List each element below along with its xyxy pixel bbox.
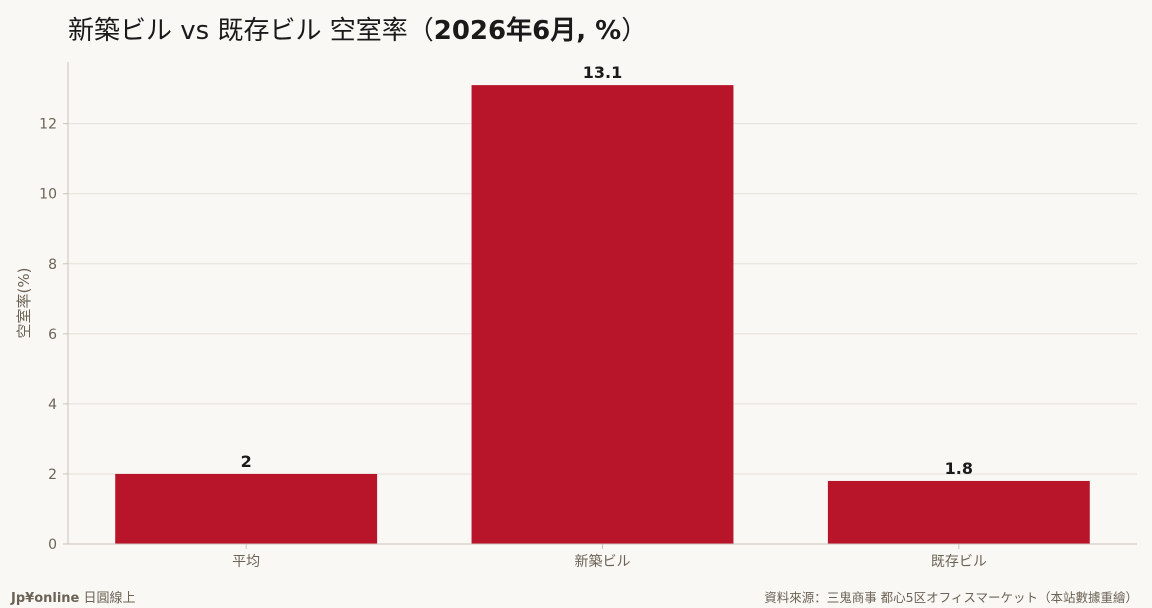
- brand-suffix: 日圓線上: [83, 591, 136, 606]
- bar-chart: 0 2 4 6 8 10 12 平均 新築ビル 既存ビル 空室率(%) 2 13.1 1.8: [15, 62, 1137, 570]
- bar-3: [827, 480, 1090, 544]
- data-label: 2: [241, 452, 252, 471]
- footer-brand: Jp¥online 日圓線上: [11, 587, 136, 606]
- x-tick-label: 平均: [232, 554, 260, 570]
- x-tick-label: 既存ビル: [931, 554, 987, 570]
- data-label: 1.8: [945, 459, 973, 478]
- bar-1: [115, 473, 378, 544]
- chart-title-main: 新築ビル vs 既存ビル 空室率: [68, 16, 408, 46]
- y-tick-label: 8: [48, 257, 57, 273]
- bars: [115, 85, 1090, 544]
- y-tick-label: 2: [48, 467, 57, 483]
- bar-2: [471, 85, 734, 544]
- data-label: 13.1: [583, 63, 622, 82]
- y-tick-label: 0: [48, 537, 57, 553]
- data-labels: 2 13.1 1.8: [241, 63, 973, 478]
- chart-title-paren-close: ）: [621, 16, 648, 46]
- axes: 0 2 4 6 8 10 12 平均 新築ビル 既存ビル 空室率(%): [15, 62, 1137, 570]
- brand-name: Jp¥online: [11, 591, 80, 606]
- source-note: 資料來源：三鬼商事 都心5区オフィスマーケット（本站數據重繪）: [764, 590, 1138, 605]
- chart-title-paren-open: （: [407, 16, 434, 46]
- y-tick-label: 12: [39, 117, 57, 133]
- y-tick-label: 10: [39, 187, 57, 203]
- y-tick-label: 4: [48, 397, 57, 413]
- y-tick-label: 6: [48, 327, 57, 343]
- chart-title: 新築ビル vs 既存ビル 空室率（2026年6月, %）: [68, 10, 647, 47]
- chart-title-emphasis: 2026年6月, %: [433, 16, 622, 46]
- x-tick-label: 新築ビル: [575, 554, 631, 570]
- y-axis-title: 空室率(%): [15, 268, 33, 339]
